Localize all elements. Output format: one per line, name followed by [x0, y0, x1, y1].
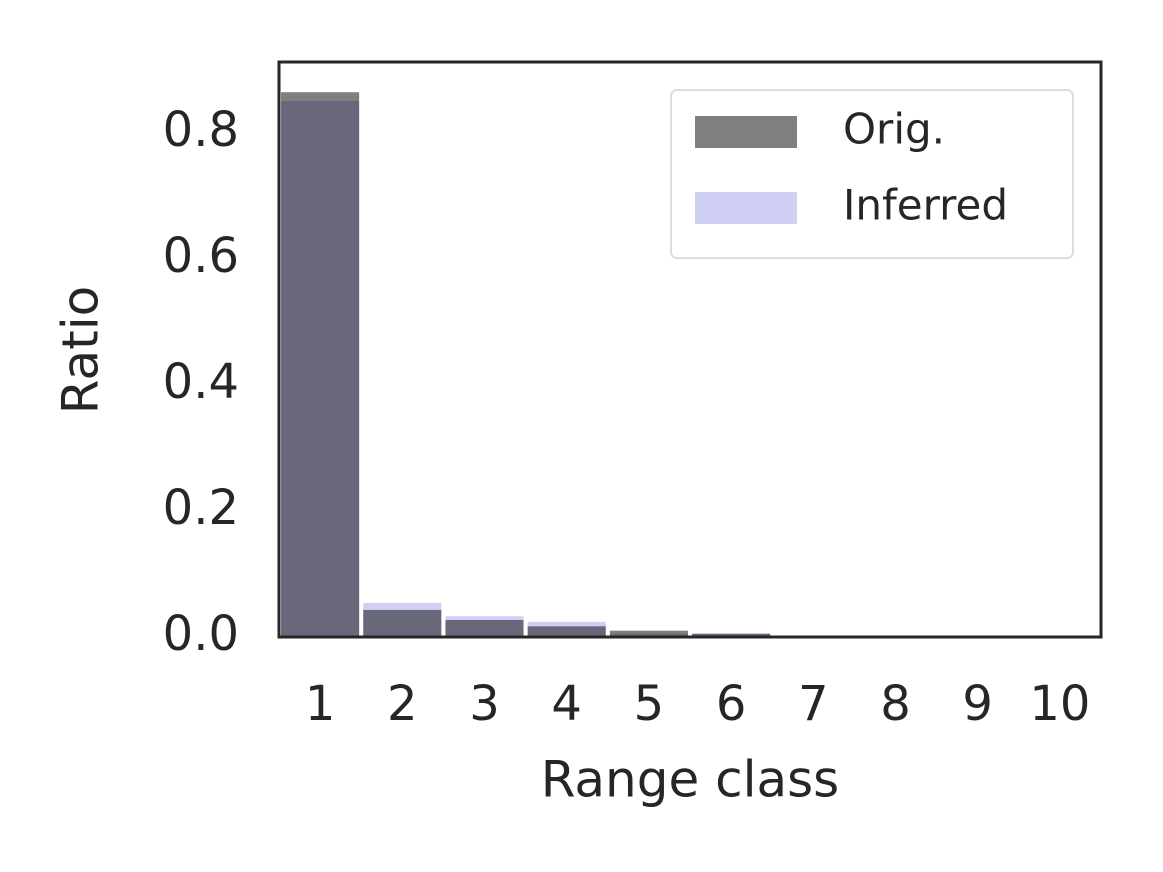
legend-swatch — [695, 116, 797, 148]
y-tick-label: 0.2 — [163, 480, 239, 536]
x-tick-label: 2 — [387, 676, 418, 732]
y-tick-label: 0.0 — [163, 606, 239, 662]
bar — [527, 626, 606, 637]
bar — [281, 92, 360, 638]
x-tick-label: 6 — [716, 676, 747, 732]
x-tick-label: 3 — [469, 676, 500, 732]
x-tick-label: 5 — [634, 676, 665, 732]
x-tick-label: 8 — [880, 676, 911, 732]
bar — [445, 619, 524, 637]
plot-frame — [277, 60, 1103, 639]
x-tick-label: 1 — [305, 676, 336, 732]
bar — [363, 609, 442, 637]
x-tick-label: 9 — [962, 676, 993, 732]
x-tick-label: 4 — [551, 676, 582, 732]
legend-label: Orig. — [843, 105, 945, 154]
bar — [609, 630, 688, 637]
bar — [692, 633, 771, 637]
y-tick-label: 0.8 — [163, 102, 239, 158]
x-axis-label: Range class — [541, 751, 840, 809]
x-tick-label: 10 — [1029, 676, 1090, 732]
legend-swatch — [695, 192, 797, 224]
legend-label: Inferred — [843, 181, 1008, 230]
y-axis-label: Ratio — [52, 286, 110, 414]
x-tick-label: 7 — [798, 676, 829, 732]
y-tick-label: 0.4 — [163, 354, 239, 410]
y-tick-label: 0.6 — [163, 228, 239, 284]
